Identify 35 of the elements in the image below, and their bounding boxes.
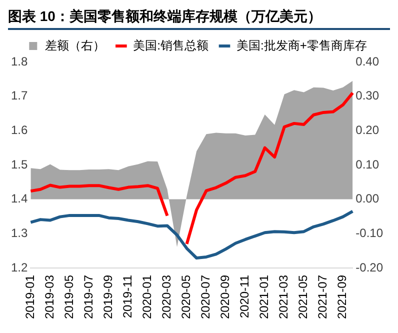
y-tick-label: 1.3	[10, 226, 28, 240]
y2-tick-label: 0.10	[356, 157, 380, 172]
x-tick-label: 2021-03	[276, 274, 291, 320]
x-tick-label: 2020-03	[160, 274, 174, 320]
x-tick-label: 2020-01	[140, 274, 154, 320]
x-tick-label: 2019-03	[42, 274, 57, 320]
x-tick-label: 2020-07	[198, 274, 213, 320]
x-tick-label: 2019-07	[82, 274, 96, 320]
y-tick-label: 1.6	[10, 122, 28, 137]
y2-tick-label: 0.40	[356, 54, 380, 68]
legend-label: 美国:销售总额	[133, 38, 209, 52]
x-tick-label: 2021-05	[296, 274, 310, 320]
chart-title: 图表 10：美国零售额和终端库存规模（万亿美元）	[8, 8, 390, 30]
y-tick-label: 1.4	[10, 192, 28, 206]
x-tick-label: 2020-09	[218, 274, 232, 320]
x-tick-label: 2020-11	[238, 274, 252, 318]
y-tick-label: 1.2	[10, 260, 28, 274]
y2-tick-label: -0.10	[356, 226, 384, 240]
legend-label: 差额（右）	[45, 38, 106, 52]
y2-tick-label: -0.20	[356, 260, 384, 274]
y-tick-label: 1.8	[10, 54, 28, 68]
y2-tick-label: 0.00	[356, 192, 380, 206]
y2-tick-label: 0.30	[356, 88, 380, 103]
x-tick-label: 2019-05	[62, 274, 76, 320]
x-tick-label: 2019-09	[101, 274, 116, 320]
x-tick-label: 2021-07	[316, 274, 330, 320]
y-tick-label: 1.7	[10, 88, 28, 103]
x-tick-label: 2021-09	[335, 274, 350, 320]
x-tick-label: 2020-05	[179, 274, 194, 320]
x-tick-label: 2021-01	[257, 274, 272, 320]
legend-label: 美国:批发商+零售商库存	[236, 38, 367, 52]
y-tick-label: 1.5	[10, 157, 28, 172]
x-tick-label: 2019-11	[120, 274, 135, 318]
x-tick-label: 2019-01	[22, 274, 37, 320]
y2-tick-label: 0.20	[356, 122, 380, 137]
